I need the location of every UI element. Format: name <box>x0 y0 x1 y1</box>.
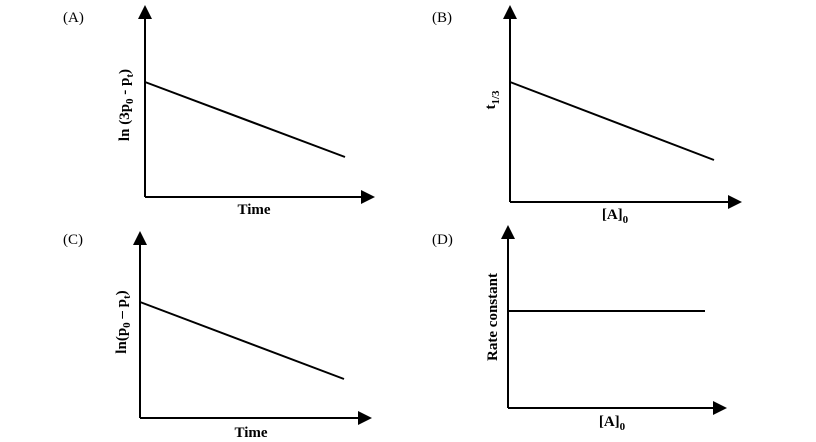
panel-a: (A) Time ln (3p0 - pt) <box>63 5 375 218</box>
panel-b-label: (B) <box>432 10 452 26</box>
panel-b-y-label: t1/3 <box>483 90 502 110</box>
panel-a-label: (A) <box>63 10 84 26</box>
panel-b-line <box>509 81 715 161</box>
panel-c-label: (C) <box>63 232 83 248</box>
panel-d-y-label: Rate constant <box>485 273 501 361</box>
panel-a-x-label: Time <box>237 202 270 218</box>
panel-a-line <box>144 81 346 158</box>
panel-c-x-label: Time <box>234 425 267 441</box>
panel-a-y-label: ln (3p0 - pt) <box>117 69 136 141</box>
panel-c: (C) Time ln(p0 – pt) <box>63 231 372 441</box>
panel-b: (B) [A]0 t1/3 <box>432 5 742 226</box>
panel-d-label: (D) <box>432 232 453 248</box>
panel-c-y-label: ln(p0 – pt) <box>114 290 133 353</box>
panel-d: (D) [A]0 Rate constant <box>432 225 727 433</box>
panel-b-x-label: [A]0 <box>602 207 629 226</box>
panel-c-line <box>139 301 345 380</box>
panel-d-x-label: [A]0 <box>599 414 626 433</box>
